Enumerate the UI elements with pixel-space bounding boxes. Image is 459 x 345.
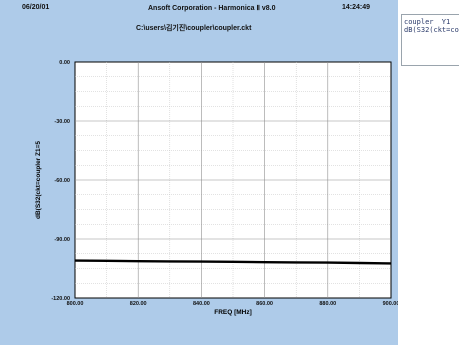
legend-series-label: dB(S32(ckt=coupler [404, 26, 459, 34]
x-tick-label: 840.00 [193, 301, 210, 307]
y-tick-label: -90.00 [54, 237, 70, 243]
axis-ticks: 800.00 820.00 840.00 860.00 880.00 900.00 0.00… [51, 60, 398, 307]
x-axis-label: FREQ [MHz] [214, 309, 252, 316]
chart[interactable]: 800.00 820.00 840.00 860.00 880.00 900.00 0.00… [0, 0, 398, 345]
x-tick-label: 900.00 [383, 301, 398, 307]
x-tick-label: 820.00 [130, 301, 147, 307]
window-title: Ansoft Corporation - Harmonica Ⅱ v8.0 [148, 5, 276, 12]
file-path: C:\users\김기진\coupler\coupler.ckt [136, 25, 252, 32]
y-axis-label: dB(S32(ckt=coupler Z1=5 [35, 141, 42, 219]
x-tick-label: 800.00 [67, 301, 84, 307]
y-tick-label: -60.00 [54, 178, 70, 184]
y-tick-label: -30.00 [54, 119, 70, 125]
series-line-s32 [74, 259, 392, 265]
grid [75, 62, 391, 298]
legend-series-id: Y1 [441, 18, 451, 26]
date-label: 06/20/01 [22, 4, 50, 11]
time-label: 14:24:49 [342, 4, 371, 11]
y-tick-label: 0.00 [59, 60, 70, 66]
x-tick-label: 860.00 [256, 301, 273, 307]
legend[interactable]: coupler Y1 dB(S32(ckt=coupler [401, 14, 459, 66]
y-tick-label: -120.00 [51, 296, 70, 302]
x-tick-label: 880.00 [319, 301, 336, 307]
legend-name: coupler [404, 18, 434, 26]
